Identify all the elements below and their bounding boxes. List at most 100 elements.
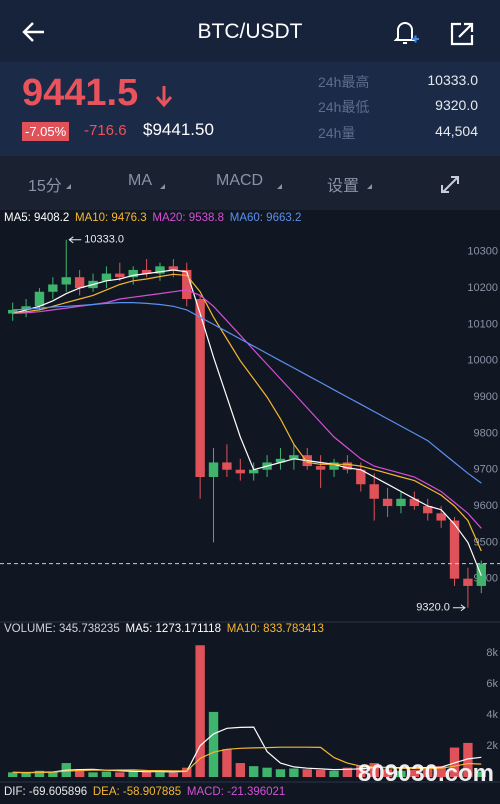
candle-body [289,455,299,459]
candle-body [101,273,112,281]
ma-menu[interactable]: MA [128,172,152,189]
legend-sep: : [52,623,59,635]
page-title: BTC/USDT [197,20,303,43]
volume-bar [182,767,192,777]
macd-sep: : [220,786,228,798]
candle-body [369,484,379,499]
legend-sep: : [149,623,156,635]
back-button[interactable] [20,20,48,44]
ma-line [12,269,482,576]
candle-body [8,309,18,314]
low-arrow [452,604,466,612]
candle-body [382,498,393,507]
volume-bar [88,772,98,777]
volume-bar [74,769,85,777]
candle-body [168,266,179,270]
y-tick-label: 10200 [467,282,498,294]
volume-bar [208,711,219,777]
candle-body [21,306,31,310]
candle-body [34,291,45,307]
macd-label: MACD [186,786,221,798]
volume-bar [409,770,420,777]
top-bar: BTC/USDT [0,0,500,62]
candle-body [195,299,205,477]
y-tick-label: 10000 [467,355,498,367]
candle-body [222,462,232,470]
volume-bar [329,770,339,777]
legend-value: 9408.2 [34,212,70,224]
candle-body [396,498,406,507]
macd-readout: DIF: -69.605896 DEA: -58.907885 MACD: -2… [4,786,291,798]
settings-menu[interactable]: 设置 [327,178,360,195]
legend-name: MA5 [4,212,28,224]
legend-value: 9476.3 [111,212,147,224]
stat-label: 24h量 [318,125,356,141]
candle-body [115,273,125,278]
legend-value: 1273.171118 [155,623,221,635]
ma-line [12,302,482,484]
price-change: -716.6 [84,122,127,139]
stat-label: 24h最高 [318,74,370,90]
candle-body [235,469,245,474]
low-label: 9320.0 [416,602,450,614]
y-tick-label: 9500 [474,536,498,548]
legend-sep: : [259,212,267,224]
volume-bar [436,766,446,777]
volume-bar [101,771,112,777]
candle-body [356,469,366,485]
volume-bar [195,645,205,777]
volume-bar [275,769,286,777]
ticker-panel: 9441.5 -7.05% -716.6 $9441.50 24h最高 1033… [0,62,500,156]
y-tick-label: 9900 [474,391,498,403]
legend-value: 833.783413 [263,623,324,635]
macd-menu[interactable]: MACD [216,172,264,189]
candle-body [329,462,339,470]
macd-value: -58.907885 [122,786,182,798]
y-tick-label: 4k [486,709,498,721]
fullscreen-button[interactable] [441,176,459,193]
macd-value: -21.396021 [227,786,286,798]
candle-body [315,466,326,470]
legend-name: MA10 [74,212,106,224]
candle-body [463,578,473,586]
interval-menu[interactable]: 15分 [28,178,62,195]
volume-bar [369,763,379,777]
legend-name: MA20 [152,212,183,224]
candle-body [436,513,446,521]
ma-line [12,273,482,552]
candle-body [128,269,138,278]
volume-bar [476,771,486,777]
volume-bar [342,767,353,777]
stat-value: 9320.0 [435,97,478,113]
macd-sep: : [22,786,29,798]
volume-bar [115,772,125,777]
y-tick-label: 9700 [474,464,498,476]
usd-price: $9441.50 [143,120,214,139]
candle-body [141,269,152,274]
y-tick-label: 8k [486,647,498,659]
volume-bar [34,770,45,777]
high-label: 10333.0 [84,234,124,246]
share-button[interactable] [449,20,477,48]
legend-sep: : [105,212,112,224]
legend-name: MA5 [125,623,150,635]
macd-value: -69.605896 [28,786,88,798]
candle-body [275,458,286,463]
legend-value: 345.738235 [58,623,120,635]
legend-name: VOLUME [4,623,53,635]
volume-bar [168,772,179,777]
volume-bar [463,742,473,777]
candle-body [423,506,433,514]
stat-value: 44,504 [435,123,478,139]
legend-sep: : [256,623,264,635]
volume-bar [396,770,406,777]
y-tick-label: 9800 [474,427,498,439]
volume-bar [382,769,393,777]
alert-button[interactable] [393,18,421,48]
change-badge: -7.05% [22,122,70,141]
volume-bar [141,771,152,777]
candle-body [449,520,460,579]
